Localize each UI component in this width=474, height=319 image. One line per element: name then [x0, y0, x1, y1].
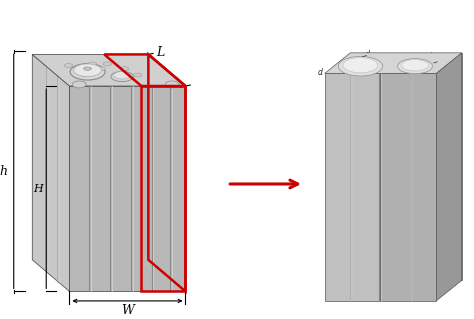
Text: L: L: [156, 46, 164, 59]
Ellipse shape: [165, 81, 179, 88]
Text: $d_5$: $d_5$: [383, 60, 392, 73]
Ellipse shape: [73, 64, 101, 77]
Ellipse shape: [398, 59, 432, 74]
Ellipse shape: [72, 81, 86, 88]
Ellipse shape: [120, 67, 128, 70]
Text: $d_4$: $d_4$: [432, 55, 442, 68]
Ellipse shape: [134, 73, 142, 77]
Ellipse shape: [81, 73, 90, 77]
Ellipse shape: [64, 63, 73, 67]
Polygon shape: [325, 53, 462, 73]
Ellipse shape: [84, 67, 91, 70]
Polygon shape: [32, 55, 70, 292]
Text: $d_1$: $d_1$: [364, 48, 374, 61]
Text: h: h: [0, 165, 8, 178]
Ellipse shape: [70, 63, 105, 80]
Ellipse shape: [343, 58, 378, 73]
Text: W: W: [121, 304, 134, 317]
Ellipse shape: [338, 56, 383, 76]
Text: H: H: [33, 184, 43, 194]
Polygon shape: [70, 86, 185, 292]
Ellipse shape: [114, 71, 130, 79]
Ellipse shape: [111, 71, 133, 82]
Ellipse shape: [401, 60, 428, 71]
Text: $d_3$: $d_3$: [426, 50, 436, 63]
Polygon shape: [436, 53, 462, 301]
Text: $d_2$: $d_2$: [346, 52, 355, 64]
Polygon shape: [350, 53, 462, 280]
Ellipse shape: [88, 62, 96, 66]
Text: $d$: $d$: [317, 66, 324, 77]
Ellipse shape: [97, 67, 105, 70]
Polygon shape: [32, 55, 185, 86]
Polygon shape: [325, 73, 381, 301]
Ellipse shape: [103, 62, 111, 66]
Polygon shape: [381, 73, 436, 301]
